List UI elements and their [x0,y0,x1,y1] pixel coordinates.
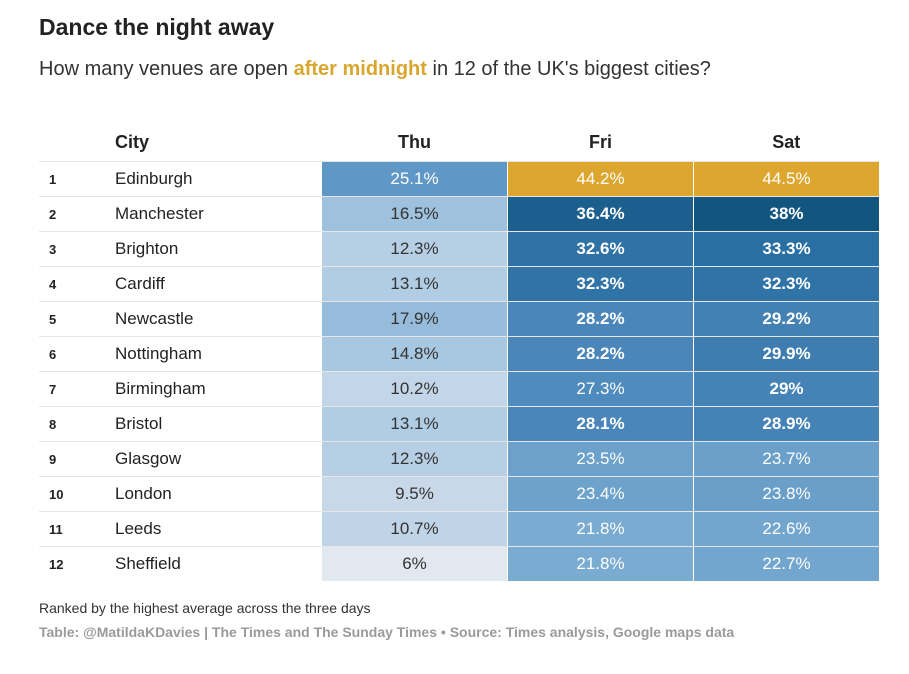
venues-table: City Thu Fri Sat 1 Edinburgh 25.1% 44.2% 44.… [39,123,879,581]
rank-cell: 3 [39,231,115,267]
table-row: 7 Birmingham 10.2% 27.3% 29% [39,371,879,407]
table-row: 11 Leeds 10.7% 21.8% 22.6% [39,511,879,547]
city-cell: Edinburgh [115,161,322,197]
table-body: 1 Edinburgh 25.1% 44.2% 44.5% 2 Manchester 16.5… [39,161,879,581]
value-cell-sat: 29% [693,371,879,407]
rank-cell: 4 [39,266,115,302]
city-cell: London [115,476,322,512]
chart-title: Dance the night away [39,14,275,40]
value-cell-fri: 44.2% [507,161,694,197]
rank-cell: 9 [39,441,115,477]
value-cell-fri: 23.5% [507,441,694,477]
rank-cell: 1 [39,161,115,197]
table-row: 2 Manchester 16.5% 36.4% 38% [39,196,879,232]
table-row: 1 Edinburgh 25.1% 44.2% 44.5% [39,161,879,197]
rank-cell: 11 [39,511,115,547]
value-cell-thu: 13.1% [321,266,508,302]
column-header-sat[interactable]: Sat [772,131,801,152]
value-cell-fri: 32.3% [507,266,694,302]
footnote: Ranked by the highest average across the… [39,600,371,616]
value-cell-fri: 28.2% [507,301,694,337]
city-cell: Birmingham [115,371,322,407]
table-row: 12 Sheffield 6% 21.8% 22.7% [39,546,879,581]
rank-cell: 7 [39,371,115,407]
city-cell: Brighton [115,231,322,267]
chart-subtitle: How many venues are open after midnight … [39,58,711,81]
city-cell: Sheffield [115,546,322,581]
value-cell-fri: 21.8% [507,546,694,581]
value-cell-thu: 14.8% [321,336,508,372]
subtitle-end: in 12 of the UK's biggest cities? [426,58,711,80]
header-row: City Thu Fri Sat [39,123,879,162]
rank-cell: 2 [39,196,115,232]
table-row: 5 Newcastle 17.9% 28.2% 29.2% [39,301,879,337]
value-cell-sat: 22.7% [693,546,879,581]
column-header-thu[interactable]: Thu [398,131,431,152]
city-cell: Newcastle [115,301,322,337]
value-cell-thu: 12.3% [321,231,508,267]
city-cell: Cardiff [115,266,322,302]
subtitle-start: How many venues are open [39,58,294,80]
value-cell-thu: 16.5% [321,196,508,232]
rank-cell: 5 [39,301,115,337]
table-row: 4 Cardiff 13.1% 32.3% 32.3% [39,266,879,302]
column-header-fri[interactable]: Fri [588,131,612,152]
value-cell-thu: 13.1% [321,406,508,442]
column-header-rank[interactable] [39,123,115,162]
table-row: 6 Nottingham 14.8% 28.2% 29.9% [39,336,879,372]
table-row: 3 Brighton 12.3% 32.6% 33.3% [39,231,879,267]
city-cell: Nottingham [115,336,322,372]
value-cell-fri: 23.4% [507,476,694,512]
city-cell: Bristol [115,406,322,442]
value-cell-sat: 22.6% [693,511,879,547]
value-cell-thu: 25.1% [321,161,508,197]
value-cell-sat: 32.3% [693,266,879,302]
column-header-city[interactable]: City [115,131,150,152]
value-cell-fri: 36.4% [507,196,694,232]
value-cell-fri: 28.1% [507,406,694,442]
value-cell-thu: 6% [321,546,508,581]
table-row: 9 Glasgow 12.3% 23.5% 23.7% [39,441,879,477]
value-cell-thu: 17.9% [321,301,508,337]
value-cell-thu: 12.3% [321,441,508,477]
rank-cell: 10 [39,476,115,512]
value-cell-fri: 32.6% [507,231,694,267]
rank-cell: 12 [39,546,115,581]
table-row: 10 London 9.5% 23.4% 23.8% [39,476,879,512]
source-credit: Table: @MatildaKDavies | The Times and T… [39,624,735,640]
value-cell-fri: 28.2% [507,336,694,372]
value-cell-sat: 44.5% [693,161,879,197]
value-cell-sat: 38% [693,196,879,232]
value-cell-sat: 28.9% [693,406,879,442]
value-cell-thu: 10.2% [321,371,508,407]
value-cell-sat: 23.8% [693,476,879,512]
city-cell: Leeds [115,511,322,547]
value-cell-sat: 23.7% [693,441,879,477]
value-cell-fri: 21.8% [507,511,694,547]
value-cell-thu: 10.7% [321,511,508,547]
rank-cell: 8 [39,406,115,442]
value-cell-fri: 27.3% [507,371,694,407]
city-cell: Glasgow [115,441,322,477]
value-cell-thu: 9.5% [321,476,508,512]
city-cell: Manchester [115,196,322,232]
value-cell-sat: 29.2% [693,301,879,337]
value-cell-sat: 29.9% [693,336,879,372]
table-row: 8 Bristol 13.1% 28.1% 28.9% [39,406,879,442]
rank-cell: 6 [39,336,115,372]
subtitle-highlight: after midnight [293,58,427,80]
value-cell-sat: 33.3% [693,231,879,267]
